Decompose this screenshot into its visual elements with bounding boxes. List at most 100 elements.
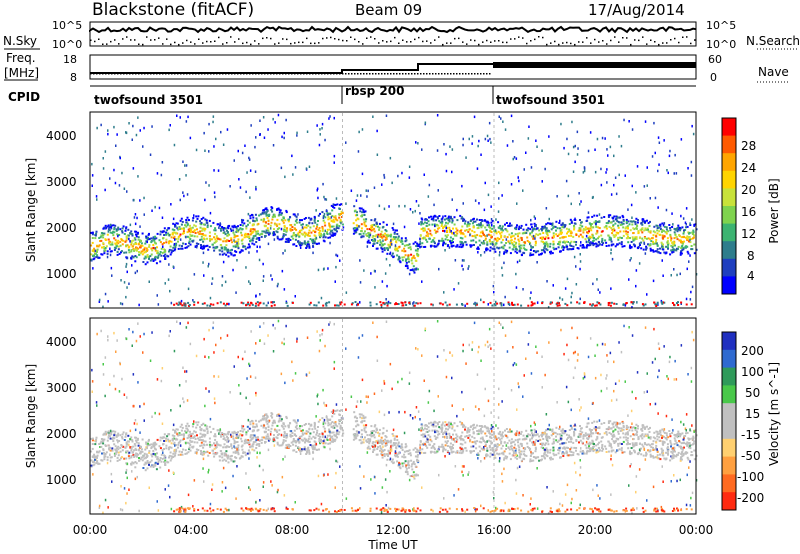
- power-echo-cell: [253, 228, 256, 231]
- nsearch-dot: [206, 40, 208, 43]
- power-echo-cell: [240, 234, 243, 237]
- power-echo-cell: [137, 247, 139, 250]
- nsearch-dot: [482, 41, 484, 43]
- velocity-echo-cell: [385, 440, 388, 443]
- power-echo-cell: [267, 220, 270, 222]
- power-noise-cell: [116, 133, 118, 136]
- velocity-echo-cell: [657, 432, 660, 435]
- power-echo-cell: [241, 242, 244, 245]
- power-echo-cell: [440, 225, 443, 227]
- velocity-echo-cell: [240, 440, 243, 443]
- power-echo-cell: [96, 245, 99, 248]
- power-echo-cell: [146, 254, 149, 256]
- power-noise-cell: [451, 198, 453, 201]
- power-near-range-cell: [350, 303, 353, 306]
- velocity-echo-cell: [637, 436, 640, 439]
- power-echo-cell: [397, 236, 400, 239]
- power-echo-cell: [591, 241, 594, 244]
- velocity-echo-cell: [113, 455, 116, 457]
- power-noise-cell: [137, 116, 139, 119]
- velocity-echo-cell: [93, 460, 95, 463]
- power-echo-cell: [671, 226, 674, 228]
- velocity-echo-cell: [386, 458, 389, 461]
- power-echo-cell: [285, 238, 288, 241]
- power-echo-cell: [675, 236, 678, 239]
- power-noise-cell: [306, 130, 309, 133]
- power-echo-cell: [248, 236, 251, 239]
- velocity-echo-cell: [199, 432, 202, 435]
- power-echo-cell: [479, 224, 482, 227]
- power-echo-cell: [597, 220, 600, 223]
- power-echo-cell: [141, 232, 144, 235]
- power-echo-cell: [646, 219, 648, 222]
- power-noise-cell: [296, 134, 298, 137]
- velocity-echo-cell: [167, 438, 170, 441]
- nave-dot: [426, 73, 428, 75]
- velocity-echo-cell: [328, 434, 331, 437]
- power-noise-cell: [457, 282, 460, 285]
- power-echo-cell: [338, 208, 341, 210]
- power-noise-cell: [256, 245, 258, 248]
- nave-dot: [351, 73, 353, 75]
- nave-dot: [132, 73, 134, 75]
- power-noise-cell: [215, 137, 217, 141]
- power-echo-cell: [119, 240, 122, 243]
- power-echo-cell: [436, 230, 439, 233]
- power-echo-cell: [635, 217, 638, 220]
- velocity-echo-cell: [444, 448, 447, 451]
- power-echo-cell: [510, 224, 513, 227]
- velocity-echo-cell: [110, 433, 113, 436]
- velocity-echo-cell: [267, 428, 270, 431]
- velocity-echo-cell: [255, 443, 258, 446]
- power-echo-cell: [425, 225, 428, 227]
- nave-dot: [291, 73, 293, 75]
- power-echo-cell: [289, 239, 292, 241]
- power-echo-cell: [112, 230, 115, 233]
- power-noise-cell: [96, 198, 98, 201]
- power-echo-cell: [257, 222, 260, 225]
- power-echo-cell: [355, 231, 358, 234]
- power-echo-cell: [428, 216, 430, 219]
- power-noise-cell: [272, 117, 274, 121]
- cpid-segment-3: twofsound 3501: [496, 93, 605, 107]
- power-colorbar: [721, 117, 737, 295]
- power-echo-cell: [274, 223, 277, 226]
- velocity-echo-cell: [578, 441, 580, 444]
- nave-dot: [354, 73, 356, 75]
- power-echo-cell: [91, 249, 94, 252]
- freq-trace: [90, 62, 696, 75]
- power-echo-cell: [479, 222, 482, 224]
- power-noise-cell: [510, 114, 513, 118]
- power-echo-cell: [391, 238, 394, 241]
- power-echo-cell: [690, 245, 693, 247]
- power-noise-cell: [462, 137, 464, 141]
- power-echo-cell: [682, 248, 685, 251]
- velocity-echo-cell: [308, 451, 311, 454]
- power-near-range-cell: [439, 302, 442, 305]
- power-echo-cell: [324, 224, 327, 227]
- power-echo-cell: [488, 238, 491, 241]
- power-noise-cell: [205, 181, 207, 184]
- power-echo-cell: [251, 242, 254, 245]
- power-noise-cell: [578, 192, 580, 195]
- power-echo-cell: [621, 214, 624, 217]
- power-echo-cell: [278, 227, 281, 230]
- power-noise-cell: [480, 153, 482, 156]
- power-echo-cell: [464, 229, 467, 232]
- power-echo-cell: [542, 242, 545, 245]
- velocity-echo-cell: [520, 430, 523, 433]
- power-echo-cell: [303, 226, 306, 229]
- power-noise-cell: [419, 245, 421, 249]
- power-echo-cell: [540, 240, 543, 243]
- power-noise-cell: [474, 303, 477, 307]
- velocity-echo-cell: [285, 434, 288, 437]
- velocity-echo-cell: [536, 433, 539, 436]
- power-echo-cell: [329, 230, 332, 233]
- power-colorbar-segment: [722, 258, 736, 277]
- power-echo-cell: [188, 227, 191, 230]
- velocity-echo-cell: [137, 449, 140, 452]
- power-echo-cell: [323, 240, 326, 243]
- power-echo-cell: [294, 227, 296, 230]
- power-noise-cell: [357, 150, 360, 153]
- power-noise-cell: [680, 214, 682, 218]
